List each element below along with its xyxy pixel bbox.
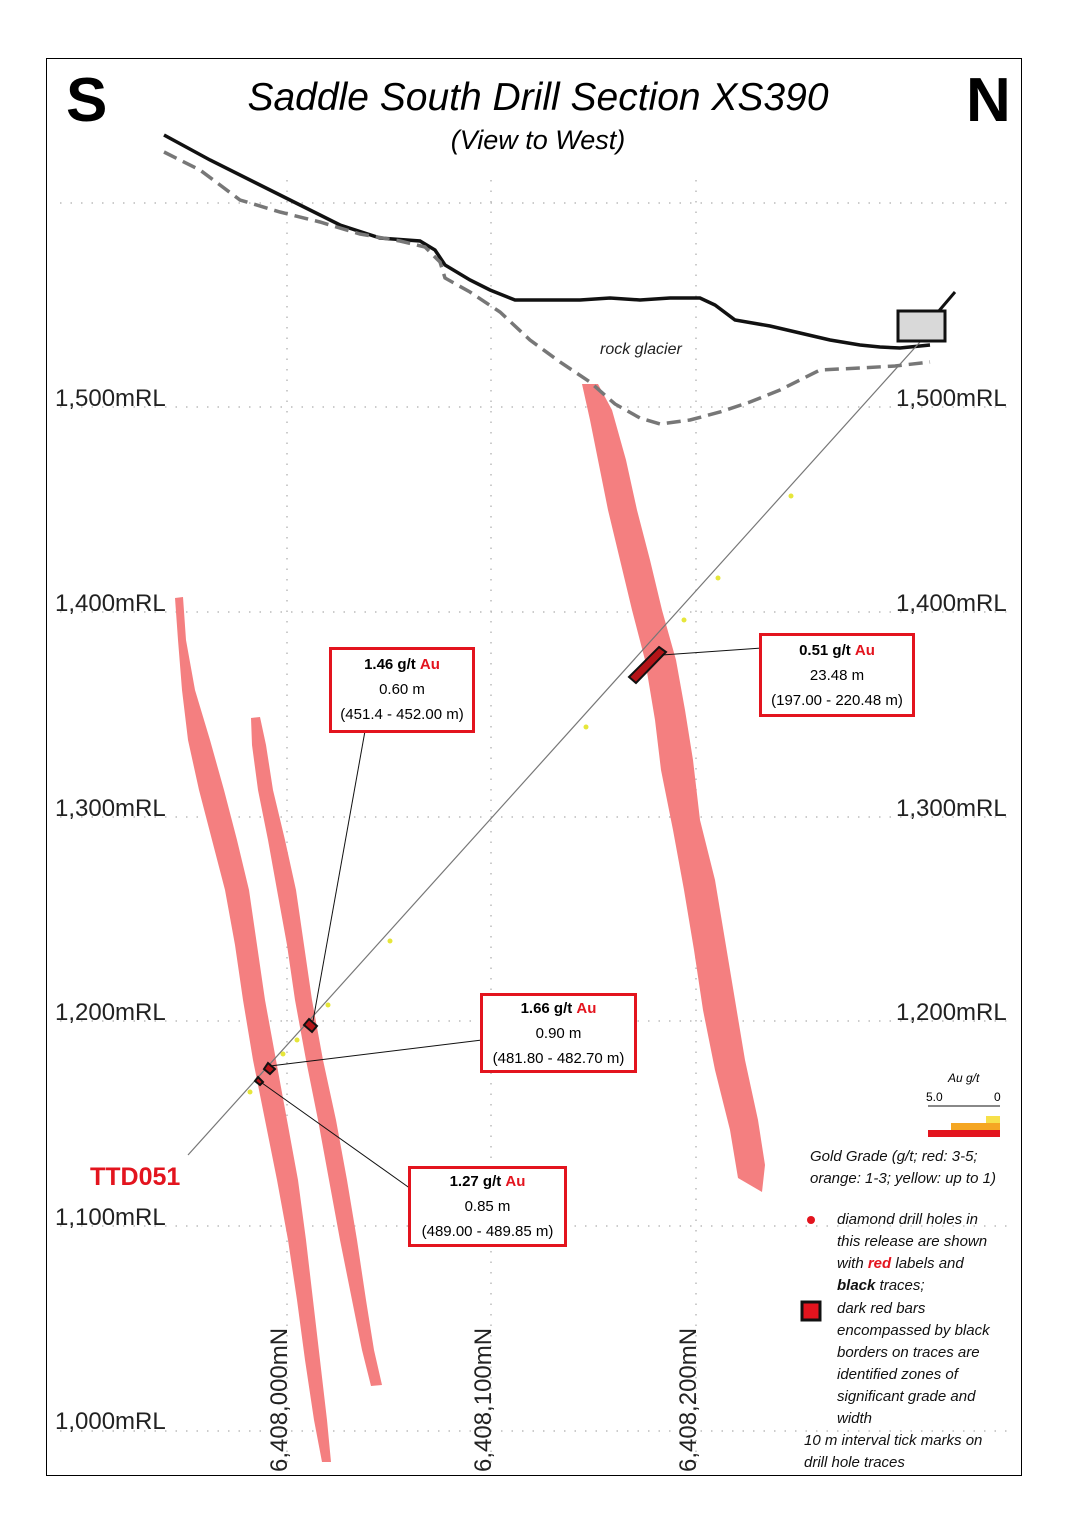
direction-south: S bbox=[66, 66, 108, 135]
legend-bars-text: dark red bars encompassed by black borde… bbox=[837, 1300, 990, 1427]
section-subtitle: (View to West) bbox=[450, 125, 626, 155]
intercept-callout: 1.27 g/t Au 0.85 m (489.00 - 489.85 m) bbox=[408, 1166, 567, 1247]
legend-ticks-text: 10 m interval tick marks on drill hole t… bbox=[804, 1432, 983, 1471]
drill-hole-trace bbox=[187, 291, 957, 1156]
callout-leaders bbox=[261, 647, 763, 1190]
intercept-bar-3 bbox=[262, 1061, 277, 1076]
intercept-bar-4 bbox=[253, 1075, 265, 1087]
intercept-callout: 1.66 g/t Au 0.90 m (481.80 - 482.70 m) bbox=[480, 993, 637, 1073]
northing-label: 6,408,200mN bbox=[675, 1327, 702, 1472]
legend-grade-text: Gold Grade (g/t; red: 3-5; orange: 1-3; … bbox=[810, 1148, 996, 1187]
elevation-label-right: 1,300mRL bbox=[896, 795, 1007, 822]
bar-legend-icon bbox=[800, 1300, 822, 1322]
elevation-label-left: 1,100mRL bbox=[55, 1204, 166, 1231]
elevation-label-left: 1,200mRL bbox=[55, 999, 166, 1026]
legend-scale-title: Au g/t bbox=[948, 1071, 980, 1085]
legend-scale-min: 0 bbox=[994, 1090, 1001, 1104]
direction-north: N bbox=[966, 66, 1011, 135]
elevation-label-right: 1,500mRL bbox=[896, 385, 1007, 412]
base-of-rock-glacier bbox=[163, 150, 931, 426]
elevation-label-right: 1,400mRL bbox=[896, 590, 1007, 617]
elevation-label-left: 1,300mRL bbox=[55, 795, 166, 822]
northing-label: 6,408,100mN bbox=[470, 1327, 497, 1472]
legend-holes-text: diamond drill holes in this release are … bbox=[837, 1211, 988, 1294]
drill-hole-label: TTD051 bbox=[90, 1163, 181, 1191]
lode-north bbox=[582, 384, 765, 1192]
elevation-label-left: 1,000mRL bbox=[55, 1408, 166, 1435]
grade-scale-icon bbox=[928, 1105, 1000, 1137]
legend-scale-max: 5.0 bbox=[926, 1090, 943, 1104]
section-frame bbox=[46, 58, 1022, 1476]
lode-south-inner bbox=[251, 717, 382, 1386]
intercept-bar-1 bbox=[627, 645, 668, 685]
elevation-label-right: 1,200mRL bbox=[896, 999, 1007, 1026]
intercept-callout: 1.46 g/t Au 0.60 m (451.4 - 452.00 m) bbox=[329, 647, 475, 733]
intercept-bar-2 bbox=[302, 1017, 319, 1034]
elevation-label-left: 1,400mRL bbox=[55, 590, 166, 617]
intercept-callout: 0.51 g/t Au 23.48 m (197.00 - 220.48 m) bbox=[759, 633, 915, 717]
red-dot-legend-icon bbox=[807, 1216, 815, 1224]
topography-surface bbox=[163, 133, 931, 350]
northing-label: 6,408,000mN bbox=[266, 1327, 293, 1472]
section-title: Saddle South Drill Section XS390 bbox=[247, 76, 829, 119]
lodes bbox=[175, 384, 765, 1462]
rock-glacier-label: rock glacier bbox=[600, 341, 682, 358]
lode-south-outer bbox=[175, 597, 331, 1462]
drill-collar-icon bbox=[896, 309, 947, 343]
elevation-label-left: 1,500mRL bbox=[55, 385, 166, 412]
